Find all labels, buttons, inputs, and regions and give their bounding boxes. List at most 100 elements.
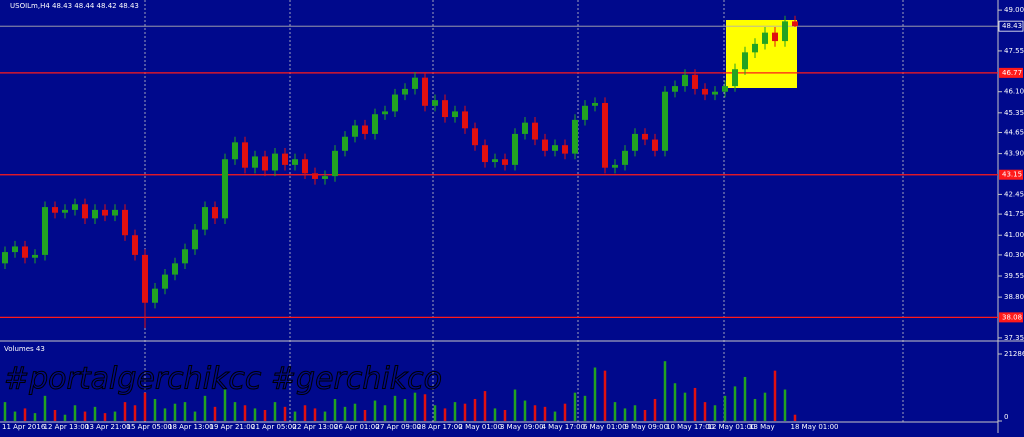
candle-body [392,94,398,112]
candle-body [612,164,618,168]
candle-body [92,209,98,219]
candle-body [592,102,598,106]
y-tick-label: 44.65 [1004,129,1024,137]
level-label-box [999,312,1023,323]
candle-body [412,77,418,89]
x-tick-label: 12 Apr 13:00 [44,423,90,431]
candle-body [652,139,658,151]
candle-body [322,176,328,179]
candle-body [542,139,548,151]
candle-body [722,86,728,92]
candle-body [352,125,358,137]
level-label: 46.77 [1002,69,1022,77]
x-tick-label: 18 Apr 13:00 [168,423,214,431]
current-price-label: 48.43 [1002,22,1022,30]
candle-body [452,111,458,118]
x-tick-label: 10 May 17:00 [666,423,714,431]
x-tick-label: 3 May 09:00 [500,423,544,431]
candle-body [102,209,108,216]
candle-body [52,207,58,213]
candle-body [22,246,28,258]
candle-body [402,88,408,95]
x-tick-label: 13 Apr 21:00 [85,423,131,431]
candle-body [562,145,568,154]
x-tick-label: 2 May 01:00 [459,423,503,431]
candle-body [662,91,668,151]
candle-body [32,254,38,258]
candle-body [122,209,128,236]
candle-body [182,249,188,264]
volume-tick-label: 21286 [1004,350,1024,358]
candle-body [112,209,118,216]
x-tick-label: 18 May 01:00 [791,423,839,431]
candle-body [362,125,368,134]
candle-body [252,156,258,168]
candle-body [272,153,278,171]
y-tick-label: 49.00 [1004,6,1024,14]
volume-tick-label: 0 [1004,413,1008,421]
candle-body [462,111,468,129]
candle-body [482,145,488,163]
x-tick-label: 26 Apr 01:00 [334,423,380,431]
candle-body [312,173,318,179]
level-label-box [999,169,1023,180]
candle-body [342,136,348,151]
candle-body [162,274,168,289]
candle-body [172,263,178,275]
level-label-box [999,67,1023,78]
watermark: #portalgerchikcc #gerchikco [4,362,442,397]
candle-body [782,21,788,42]
y-tick-label: 47.55 [1004,47,1024,55]
x-tick-label: 6 May 01:00 [583,423,627,431]
candle-body [262,156,268,171]
candle-body [502,159,508,165]
candle-body [642,133,648,140]
candle-body [422,77,428,106]
candle-body [512,133,518,165]
candle-body [282,153,288,165]
chart-title: USOILm,H4 48.43 48.44 48.42 48.43 [10,2,139,10]
candle-body [732,69,738,87]
candle-body [242,142,248,168]
candle-body [192,229,198,250]
candle-body [72,204,78,210]
candle-body [602,102,608,168]
x-tick-label: 4 May 17:00 [542,423,586,431]
current-price-box [998,20,1024,32]
level-label: 43.15 [1002,171,1022,179]
y-tick-label: 46.10 [1004,88,1024,96]
candle-body [752,43,758,53]
candle-body [12,246,18,253]
y-tick-label: 42.45 [1004,190,1024,198]
candle-body [152,288,158,303]
candle-body [472,128,478,146]
x-tick-label: 13 May [749,423,775,431]
x-tick-label: 28 Apr 17:00 [417,423,463,431]
x-tick-label: 12 May 01:00 [708,423,756,431]
candle-body [202,207,208,230]
candle-body [332,150,338,177]
y-tick-label: 37.35 [1004,334,1024,342]
candle-body [672,86,678,92]
candle-body [42,207,48,255]
candle-body [492,159,498,163]
candle-body [772,32,778,42]
candle-body [132,235,138,255]
candle-body [442,100,448,118]
candle-body [382,111,388,115]
candle-body [302,159,308,174]
x-tick-label: 19 Apr 21:00 [210,423,256,431]
level-label: 38.08 [1002,313,1022,321]
candle-body [682,74,688,87]
candle-body [622,150,628,165]
candle-body [632,133,638,151]
candle-body [522,122,528,134]
candle-body [552,145,558,151]
candle-body [222,159,228,219]
y-tick-label: 38.80 [1004,293,1024,301]
candle-body [702,88,708,95]
candle-body [762,32,768,44]
candle-body [532,122,538,140]
